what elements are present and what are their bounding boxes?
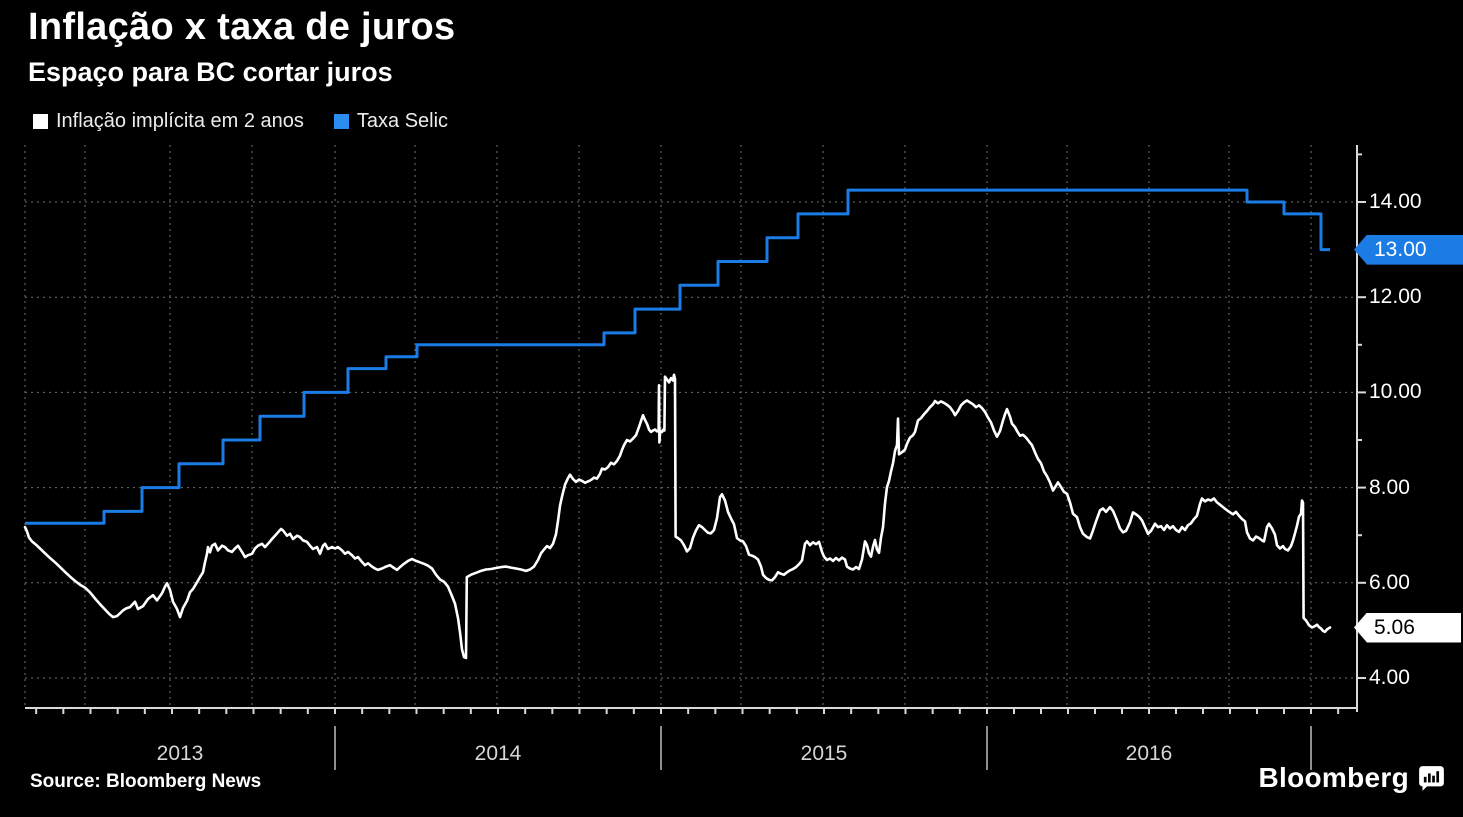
selic-swatch-icon bbox=[333, 114, 349, 129]
inflation-value-badge: 5.06 bbox=[1354, 612, 1461, 643]
legend-item-label: Taxa Selic bbox=[356, 110, 449, 132]
legend-item-inflation: Inflação implícita em 2 anos bbox=[33, 110, 304, 133]
legend: Inflação implícita em 2 anos Taxa Selic bbox=[33, 110, 448, 133]
year-label: 2016 bbox=[1125, 742, 1173, 765]
bloomberg-logo: Bloomberg bbox=[1259, 762, 1445, 794]
legend-item-selic: Taxa Selic bbox=[333, 110, 449, 133]
legend-item-label: Inflação implícita em 2 anos bbox=[56, 110, 304, 132]
inflation-line bbox=[23, 373, 1332, 660]
y-tick-label: 12.00 bbox=[1369, 285, 1422, 309]
y-tick-label: 14.00 bbox=[1369, 190, 1422, 213]
y-tick-label: 4.00 bbox=[1369, 666, 1410, 689]
bloomberg-bars-bubble-icon bbox=[1419, 765, 1444, 791]
y-tick-label: 10.00 bbox=[1369, 380, 1422, 404]
y-tick-label: 8.00 bbox=[1369, 475, 1410, 499]
source-text: Source: Bloomberg News bbox=[30, 771, 262, 792]
page-title: Inflação x taxa de juros bbox=[28, 6, 456, 48]
bloomberg-wordmark: Bloomberg bbox=[1258, 762, 1409, 793]
page-subtitle: Espaço para BC cortar juros bbox=[28, 57, 393, 87]
selic-line bbox=[25, 188, 1330, 525]
year-label: 2015 bbox=[800, 742, 848, 765]
selic-value-badge: 13.00 bbox=[1354, 234, 1463, 265]
year-label: 2013 bbox=[156, 742, 204, 765]
y-tick-label: 6.00 bbox=[1369, 570, 1410, 594]
year-label: 2014 bbox=[474, 742, 522, 765]
inflation-swatch-icon bbox=[33, 114, 48, 129]
